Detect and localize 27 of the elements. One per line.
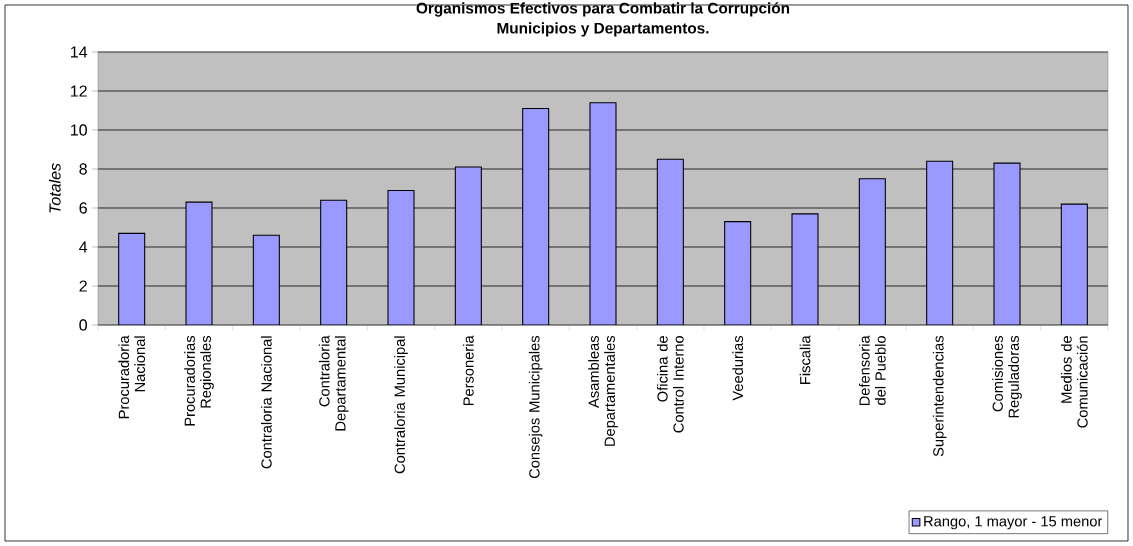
x-tick-label: Superintendencias	[932, 335, 947, 457]
x-tick-label: Defensoria del Pueblo	[858, 335, 886, 406]
x-tick-label: Fiscalia	[799, 335, 811, 384]
y-tick-label: 12	[71, 85, 87, 97]
x-tick-label: Personeria	[462, 335, 474, 406]
x-tick-label: Asambleas Departamentales	[588, 335, 618, 446]
y-tick-label: 6	[79, 202, 87, 214]
x-tick-label: Procuradoria Nacional	[118, 335, 146, 419]
legend-label: Rango, 1 mayor - 15 menor	[924, 516, 1103, 530]
y-tick-label: 2	[79, 280, 87, 292]
x-tick-label: Contraloria Municipal	[394, 336, 408, 474]
y-tick-label: 14	[71, 46, 88, 58]
y-axis-title: Totales	[48, 163, 61, 213]
x-tick-label: Consejos Municipales	[528, 335, 543, 479]
y-tick-label: 0	[79, 319, 87, 331]
x-tick-label: Procuradorias Regionales	[184, 335, 214, 426]
x-tick-label: Contraloria Nacional	[260, 336, 272, 469]
chart-subtitle: Municipios y Departamentos.	[497, 22, 709, 37]
x-tick-label: Oficina de Control Interno	[656, 336, 684, 433]
x-tick-label: Medios de Comunicación	[1060, 336, 1088, 428]
y-tick-label: 8	[79, 163, 87, 175]
x-tick-label: Comisiones Reguladoras	[992, 335, 1022, 418]
x-tick-label: Contraloria Departamental	[318, 335, 349, 431]
chart-title: Organismos Efectivos para Combatir la Corrupción	[416, 2, 790, 17]
x-tick-label: Veedurias	[732, 335, 744, 401]
y-tick-label: 4	[79, 241, 88, 253]
y-tick-label: 10	[71, 124, 87, 136]
